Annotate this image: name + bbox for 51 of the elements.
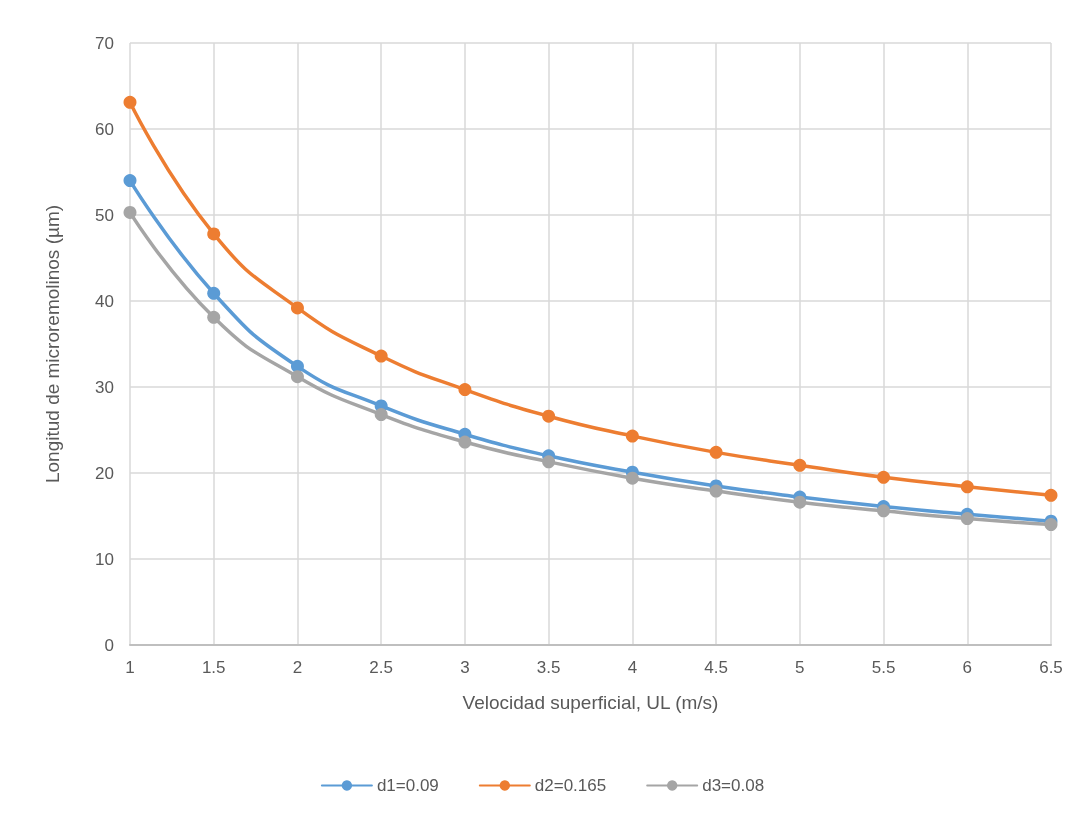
- legend-label: d2=0.165: [534, 776, 607, 795]
- x-tick-label: 4.5: [704, 658, 728, 677]
- point: [458, 383, 472, 397]
- y-tick-label: 60: [95, 119, 114, 139]
- point: [207, 310, 221, 324]
- point: [1044, 488, 1058, 502]
- legend-label: d1=0.09: [376, 776, 439, 795]
- x-axis-title: Velocidad superficial, UL (m/s): [462, 692, 719, 713]
- y-tick-label: 70: [95, 33, 114, 53]
- point: [709, 484, 723, 498]
- point: [374, 408, 388, 422]
- point: [625, 471, 639, 485]
- y-tick-label: 0: [104, 635, 114, 655]
- point: [793, 495, 807, 509]
- y-tick-label: 40: [95, 291, 114, 311]
- x-tick-label: 3: [460, 658, 470, 677]
- y-tick-label: 30: [95, 377, 114, 397]
- x-tick-label: 5: [795, 658, 805, 677]
- x-tick-label: 3.5: [536, 658, 561, 677]
- point: [1044, 518, 1058, 532]
- x-tick-label: 1: [125, 658, 135, 677]
- legend-label: d3=0.08: [702, 776, 765, 795]
- point: [625, 429, 639, 443]
- x-tick-label: 1.5: [201, 658, 226, 677]
- point: [960, 512, 974, 526]
- point: [877, 504, 891, 518]
- point: [542, 409, 556, 423]
- point: [374, 349, 388, 363]
- point: [960, 480, 974, 494]
- y-tick-label: 10: [95, 549, 114, 569]
- y-axis-title: Longitud de microremolinos (µm): [42, 204, 63, 484]
- x-tick-label: 2.5: [369, 658, 393, 677]
- point: [123, 174, 137, 188]
- point: [793, 458, 807, 472]
- point: [877, 470, 891, 484]
- x-tick-label: 6.5: [1039, 658, 1063, 677]
- x-tick-label: 6: [962, 658, 973, 677]
- point: [123, 205, 137, 219]
- y-tick-label: 50: [95, 205, 114, 225]
- y-tick-label: 20: [95, 463, 114, 483]
- point: [207, 227, 221, 241]
- point: [458, 435, 472, 449]
- x-tick-label: 5.5: [871, 658, 896, 677]
- point: [709, 445, 723, 459]
- point: [123, 95, 137, 109]
- point: [290, 370, 304, 384]
- x-tick-label: 2: [292, 658, 303, 677]
- point: [207, 286, 221, 300]
- x-tick-label: 4: [627, 658, 638, 677]
- point: [542, 455, 556, 469]
- point: [290, 301, 304, 315]
